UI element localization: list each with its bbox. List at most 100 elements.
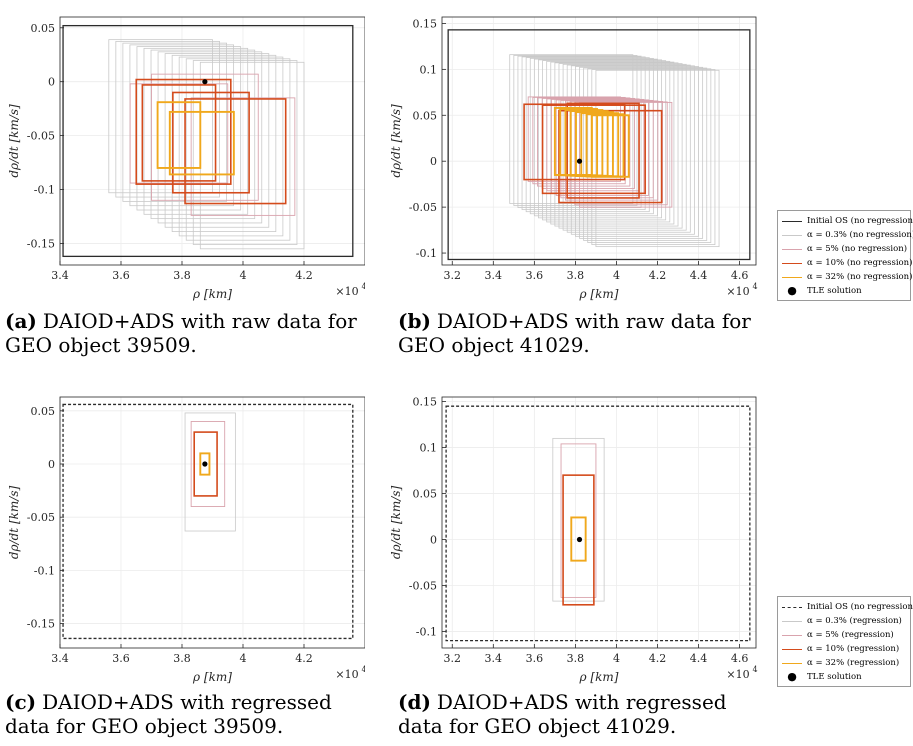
axes-frame <box>59 16 365 266</box>
legend-swatch <box>782 276 802 278</box>
ticks: 3.2 3.4 3.6 3.8 4 4.2 4.4 4.6 -0.1 -0.05 0 0.05 0.1 0… <box>409 396 749 665</box>
region-initial_os <box>447 29 751 261</box>
caption-a: (a) DAIOD+ADS with raw data for GEO obje… <box>5 309 365 357</box>
y-tick-label: -0.05 <box>409 579 437 592</box>
tle-point <box>202 79 208 85</box>
y-tick-label: 0.15 <box>413 17 438 30</box>
region-a32 <box>590 114 630 178</box>
legend-entry-tle: ● TLE solution <box>782 284 906 298</box>
caption-b: (b) DAIOD+ADS with raw data for GEO obje… <box>398 309 758 357</box>
y-tick-label: -0.15 <box>27 618 55 631</box>
caption-line2: data for GEO object 39509. <box>5 714 284 738</box>
legend-swatch <box>782 220 802 222</box>
y-tick-label: 0 <box>430 155 437 168</box>
legend-label: α = 32% (regression) <box>807 658 900 668</box>
tle-point <box>202 461 208 467</box>
y-tick-label: -0.05 <box>409 201 437 214</box>
y-tick-label: -0.1 <box>416 247 437 260</box>
x-tick-label: 3.6 <box>112 652 130 665</box>
x-tick-label: 4 <box>613 652 620 665</box>
caption-label: (c) <box>5 690 37 714</box>
region-a03 <box>122 42 227 202</box>
legend-entry-tle: ● TLE solution <box>782 670 906 684</box>
x-tick-label: 4.6 <box>731 652 749 665</box>
x-axis-label: ρ [km] <box>579 670 619 684</box>
x-tick-label: 3.8 <box>567 269 585 282</box>
legend-marker: ● <box>787 284 797 297</box>
region-a03 <box>184 412 236 532</box>
x-tick-label: 4.2 <box>649 269 667 282</box>
x-tick-label: 4.2 <box>295 269 313 282</box>
region-a03 <box>115 40 220 198</box>
region-a10 <box>141 84 217 182</box>
marks <box>62 24 354 258</box>
caption-label: (a) <box>5 309 37 333</box>
region-a5 <box>527 96 621 182</box>
y-tick-label: 0 <box>48 76 55 89</box>
y-tick-label: 0 <box>430 534 437 547</box>
legend-label: α = 0.3% (regression) <box>807 616 902 626</box>
x-tick-label: 4.4 <box>690 269 708 282</box>
region-initial_os <box>62 24 354 258</box>
caption-d: (d) DAIOD+ADS with regressed data for GE… <box>398 690 758 738</box>
region-a5 <box>579 101 673 208</box>
axes-frame <box>441 396 757 649</box>
tle-point <box>576 536 583 543</box>
caption-label: (d) <box>398 690 431 714</box>
marks <box>62 403 354 640</box>
legend-swatch <box>782 648 802 650</box>
marks <box>445 405 751 642</box>
y-tick-label: 0.1 <box>420 63 438 76</box>
plot-d: 3.2 3.4 3.6 3.8 4 4.2 4.4 4.6 -0.1 -0.05 0 0.05 0.1 0… <box>389 396 758 684</box>
x-tick-label: 4.4 <box>690 652 708 665</box>
y-axis-label: dρ/dt [km/s] <box>7 486 21 560</box>
y-tick-label: -0.15 <box>27 237 55 250</box>
y-tick-label: 0.1 <box>420 442 438 455</box>
axes-frame <box>441 16 757 266</box>
region-a03 <box>178 56 284 237</box>
region-a03 <box>192 60 298 245</box>
region-a10 <box>184 98 287 205</box>
region-a03 <box>143 47 249 215</box>
caption-line1: DAIOD+ADS with raw data for <box>42 309 357 333</box>
legend-entry-a10: α = 10% (no regression) <box>782 256 912 270</box>
legend-label: α = 10% (regression) <box>807 644 900 654</box>
x-multiplier: ×10 <box>726 668 749 681</box>
legend-entry-a5: α = 5% (regression) <box>782 628 906 642</box>
region-a03 <box>583 67 708 241</box>
x-tick-label: 3.6 <box>526 269 544 282</box>
x-axis-label: ρ [km] <box>579 287 619 301</box>
y-tick-label: 0.05 <box>31 22 56 35</box>
ticks: 3.4 3.6 3.8 4 4.2 -0.15 -0.1 -0.05 0 0.05 <box>27 22 313 282</box>
legend-label: α = 0.3% (no regression) <box>807 230 913 240</box>
y-tick-label: 0 <box>48 458 55 471</box>
region-a5 <box>537 97 631 187</box>
y-tick-label: 0.15 <box>413 396 438 409</box>
x-multiplier: ×10 <box>335 668 358 681</box>
y-axis-label: dρ/dt [km/s] <box>389 486 403 560</box>
legend-swatch <box>782 234 802 236</box>
x-tick-label: 3.6 <box>526 652 544 665</box>
legend-entry-a32: α = 32% (no regression) <box>782 270 912 284</box>
y-tick-label: 0.05 <box>31 405 56 418</box>
ticks: 3.4 3.6 3.8 4 4.2 -0.15 -0.1 -0.05 0 0.05 <box>27 405 313 665</box>
y-axis-label: dρ/dt [km/s] <box>7 104 21 178</box>
legend-label: TLE solution <box>807 286 862 296</box>
legend-entry-a03: α = 0.3% (regression) <box>782 614 906 628</box>
x-tick-label: 3.8 <box>173 652 191 665</box>
region-a03 <box>550 61 675 225</box>
region-a10 <box>172 91 250 194</box>
legend-regressed: Initial OS (no regression) α = 0.3% (regr… <box>777 596 913 687</box>
region-a03 <box>552 437 605 602</box>
axes-frame <box>59 396 365 649</box>
caption-line2: data for GEO object 41029. <box>398 714 677 738</box>
x-tick-label: 3.8 <box>567 652 585 665</box>
region-a03 <box>108 39 213 194</box>
region-a03 <box>595 69 720 248</box>
x-multiplier: ×10 <box>335 285 358 298</box>
legend-entry-a5: α = 5% (no regression) <box>782 242 907 256</box>
x-multiplier-exponent: 4 <box>361 665 365 674</box>
legend-entry-initial_os: Initial OS (no regression) <box>782 600 913 614</box>
region-a5 <box>574 101 668 206</box>
region-a32 <box>199 452 211 476</box>
